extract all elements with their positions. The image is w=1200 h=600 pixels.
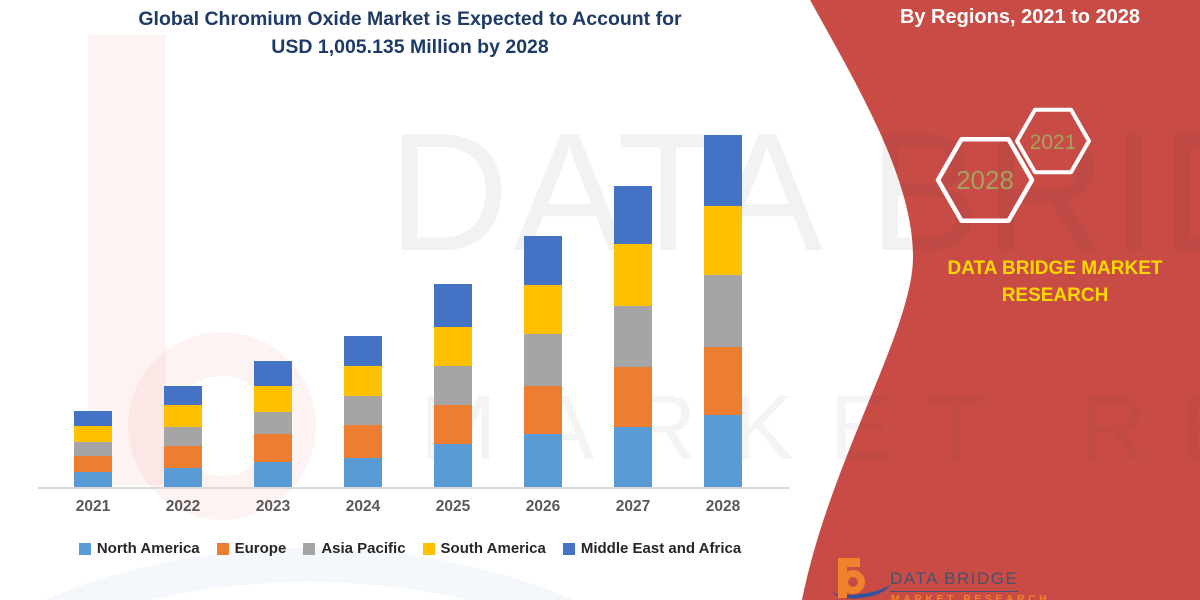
chart-legend: North America Europe Asia Pacific South Ame… — [30, 540, 790, 557]
bar-segment-2028-asia-pacific — [704, 274, 742, 348]
x-tick-label-2021: 2021 — [75, 498, 111, 515]
banner-brand-caption-line1: DATA BRIDGE MARKET — [947, 258, 1163, 279]
bar-2026 — [524, 236, 562, 487]
bar-2025 — [434, 284, 472, 487]
legend-label: North America — [96, 540, 200, 557]
bar-segment-2025-europe — [434, 405, 472, 444]
legend-swatch-icon — [562, 542, 575, 555]
bar-segment-2024-middle-east-and-africa — [344, 335, 382, 366]
bar-2027 — [614, 186, 652, 487]
bar-segment-2026-north-america — [524, 434, 562, 487]
bar-segment-2022-south-america — [164, 405, 202, 428]
bar-segment-2021-middle-east-and-africa — [74, 410, 112, 426]
bar-segment-2024-europe — [344, 425, 382, 458]
hexagon-2021-outline — [1015, 107, 1091, 175]
bar-segment-2022-europe — [164, 446, 202, 469]
x-tick-label-2026: 2026 — [525, 498, 561, 515]
logo-tagline: MARKET RESEARCH — [891, 593, 1051, 600]
x-tick-label-2022: 2022 — [165, 498, 201, 515]
bar-2028 — [704, 135, 742, 487]
bar-segment-2025-middle-east-and-africa — [434, 284, 472, 328]
bar-segment-2023-middle-east-and-africa — [254, 361, 292, 387]
bar-2021 — [74, 410, 112, 487]
legend-item-north-america: North America — [78, 540, 200, 557]
logo-company-name: DATA BRIDGE — [890, 569, 1019, 592]
stacked-bar-plot-area — [40, 119, 790, 487]
page-title-line2: USD 1,005.135 Million by 2028 — [271, 36, 549, 59]
bar-segment-2024-asia-pacific — [344, 396, 382, 426]
bar-segment-2025-asia-pacific — [434, 366, 472, 406]
x-tick-label-2025: 2025 — [435, 498, 471, 515]
bar-segment-2027-south-america — [614, 244, 652, 307]
page-title: Global Chromium Oxide Market is Expected… — [55, 5, 765, 62]
bar-segment-2022-north-america — [164, 468, 202, 487]
x-tick-label-2024: 2024 — [345, 498, 381, 515]
bar-segment-2028-south-america — [704, 205, 742, 275]
bar-2024 — [344, 335, 382, 487]
bar-segment-2028-europe — [704, 347, 742, 415]
banner-hexagons: 2028 2021 — [935, 107, 1091, 223]
bar-segment-2023-europe — [254, 434, 292, 463]
legend-item-south-america: South America — [422, 540, 546, 557]
bar-segment-2023-asia-pacific — [254, 412, 292, 435]
legend-label: Middle East and Africa — [580, 540, 742, 557]
bar-segment-2026-asia-pacific — [524, 334, 562, 387]
hexagon-2021-label: 2021 — [1030, 131, 1077, 154]
bar-segment-2024-north-america — [344, 457, 382, 487]
company-logo: DATA BRIDGE MARKET RESEARCH — [830, 556, 1068, 600]
bar-segment-2021-south-america — [74, 425, 112, 442]
banner-heading: By Regions, 2021 to 2028 — [899, 6, 1141, 28]
bar-segment-2021-asia-pacific — [74, 441, 112, 456]
bar-segment-2026-south-america — [524, 285, 562, 335]
bar-2022 — [164, 386, 202, 487]
legend-swatch-icon — [78, 542, 91, 555]
bar-segment-2027-europe — [614, 367, 652, 428]
legend-item-asia-pacific: Asia Pacific — [303, 540, 406, 557]
logo-b-hook-icon — [838, 558, 860, 567]
hexagon-2028-outline — [935, 137, 1035, 223]
legend-swatch-icon — [303, 542, 316, 555]
legend-label: Asia Pacific — [321, 540, 406, 557]
bar-segment-2028-north-america — [704, 414, 742, 487]
bar-segment-2027-north-america — [614, 427, 652, 487]
bar-segment-2027-middle-east-and-africa — [614, 186, 652, 245]
bar-segment-2024-south-america — [344, 365, 382, 397]
bar-segment-2023-south-america — [254, 386, 292, 413]
page-title-line1: Global Chromium Oxide Market is Expected… — [138, 8, 682, 30]
legend-item-middle-east-and-africa: Middle East and Africa — [562, 540, 742, 557]
x-tick-label-2027: 2027 — [615, 498, 651, 515]
legend-label: Europe — [234, 540, 287, 557]
legend-item-europe: Europe — [216, 540, 287, 557]
bar-segment-2026-middle-east-and-africa — [524, 236, 562, 286]
bar-segment-2025-north-america — [434, 443, 472, 487]
hexagon-2028-label: 2028 — [956, 165, 1014, 195]
bar-segment-2025-south-america — [434, 327, 472, 367]
x-axis-tick-labels: 2021 2022 2023 2024 2025 2026 2027 2028 — [40, 498, 790, 522]
bar-segment-2027-asia-pacific — [614, 306, 652, 368]
bar-segment-2026-europe — [524, 386, 562, 435]
bar-2023 — [254, 361, 292, 487]
x-axis-line — [38, 487, 790, 489]
bar-segment-2028-middle-east-and-africa — [704, 135, 742, 206]
banner-brand-caption: DATA BRIDGE MARKET RESEARCH — [930, 256, 1180, 309]
legend-label: South America — [440, 540, 546, 557]
banner-brand-caption-line2: RESEARCH — [1001, 284, 1109, 306]
x-tick-label-2023: 2023 — [255, 498, 291, 515]
bar-segment-2023-north-america — [254, 462, 292, 487]
bar-segment-2021-europe — [74, 455, 112, 472]
legend-swatch-icon — [216, 542, 229, 555]
bar-segment-2022-asia-pacific — [164, 427, 202, 447]
bar-segment-2021-north-america — [74, 471, 112, 487]
logo-b-bowl-icon — [841, 570, 865, 594]
x-tick-label-2028: 2028 — [705, 498, 741, 515]
legend-swatch-icon — [422, 542, 435, 555]
bar-segment-2022-middle-east-and-africa — [164, 386, 202, 406]
